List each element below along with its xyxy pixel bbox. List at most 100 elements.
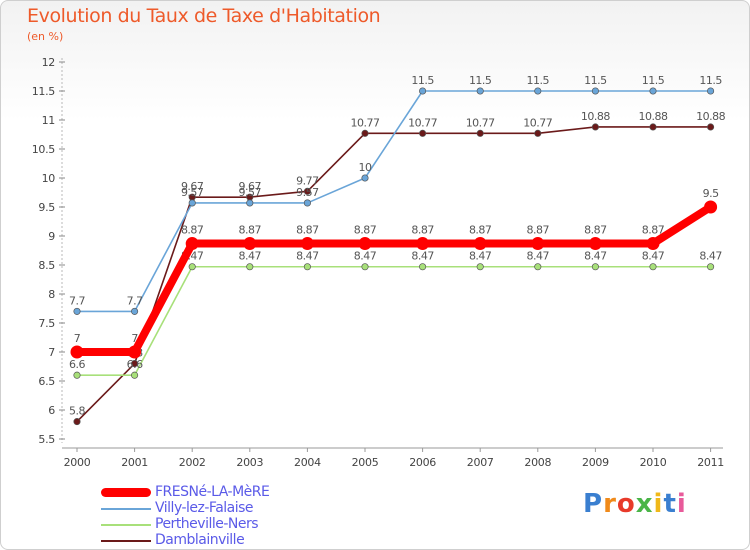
data-point — [131, 307, 139, 315]
data-point — [591, 263, 599, 271]
data-point — [476, 87, 484, 95]
chart-subtitle: (en %) — [27, 30, 64, 43]
data-point — [73, 418, 81, 426]
data-point — [707, 263, 715, 271]
data-label: 8.87 — [584, 224, 607, 237]
y-tick-label: 5.5 — [38, 433, 55, 446]
data-label: 11.5 — [642, 74, 665, 87]
data-label: 9.67 — [181, 180, 204, 193]
data-label: 8.87 — [181, 224, 204, 237]
data-label: 9.57 — [181, 186, 204, 199]
data-point — [588, 237, 602, 251]
data-point — [188, 263, 196, 271]
data-point — [303, 187, 311, 195]
data-point — [361, 263, 369, 271]
data-point — [70, 345, 84, 359]
data-point — [649, 87, 657, 95]
y-tick-label: 9.5 — [38, 201, 55, 214]
data-point — [416, 237, 430, 251]
data-label: 7 — [74, 332, 81, 345]
data-label: 8.47 — [584, 250, 607, 263]
data-point — [358, 237, 372, 251]
data-point — [131, 371, 139, 379]
data-point — [246, 199, 254, 207]
data-label: 5.8 — [69, 405, 85, 418]
data-point — [419, 129, 427, 137]
y-tick-label: 6.5 — [38, 375, 55, 388]
data-label: 10.77 — [523, 116, 552, 129]
proxiti-logo: Proxiti — [583, 489, 687, 519]
data-point — [591, 123, 599, 131]
data-point — [243, 237, 257, 251]
data-point — [131, 360, 139, 368]
data-label: 8.47 — [469, 250, 492, 263]
series-line-1 — [76, 265, 712, 377]
data-point — [73, 371, 81, 379]
data-point — [73, 307, 81, 315]
data-point — [303, 199, 311, 207]
data-point — [649, 263, 657, 271]
legend-label-villy: Villy-lez-Falaise — [155, 500, 254, 516]
data-label: 9.67 — [239, 180, 262, 193]
data-point — [476, 263, 484, 271]
data-point — [534, 263, 542, 271]
data-label: 8.87 — [296, 224, 319, 237]
data-label: 8.87 — [354, 224, 377, 237]
legend-label-damblainville: Damblainville — [155, 532, 245, 548]
data-point — [361, 129, 369, 137]
legend-swatch-villy — [101, 508, 151, 510]
y-tick-label: 7.5 — [38, 317, 55, 330]
data-point — [591, 87, 599, 95]
data-label: 8.47 — [642, 250, 665, 263]
data-label: 8.87 — [411, 224, 434, 237]
data-label: 9.77 — [296, 174, 319, 187]
x-tick-label: 2005 — [352, 456, 379, 469]
legend-swatch-damblainville — [101, 540, 151, 542]
data-point — [473, 237, 487, 251]
data-point — [707, 123, 715, 131]
data-point — [419, 87, 427, 95]
data-point — [303, 263, 311, 271]
data-label: 10.88 — [581, 110, 610, 123]
data-label: 8.47 — [699, 250, 722, 263]
data-label: 8.47 — [239, 250, 262, 263]
legend-label-pertheville: Pertheville-Ners — [155, 516, 259, 532]
data-label: 10.88 — [639, 110, 668, 123]
data-label: 11.5 — [469, 74, 492, 87]
x-tick-label: 2003 — [236, 456, 263, 469]
data-label: 8.47 — [411, 250, 434, 263]
y-tick-label: 7 — [48, 346, 55, 359]
data-label: 9.57 — [296, 186, 319, 199]
series-line-2 — [76, 90, 712, 313]
y-tick-label: 6 — [48, 404, 55, 417]
x-tick-label: 2002 — [179, 456, 206, 469]
data-point — [361, 174, 369, 182]
data-label: 10.77 — [408, 116, 437, 129]
data-label: 10.77 — [351, 116, 380, 129]
x-tick-label: 2004 — [294, 456, 321, 469]
y-tick-label: 10 — [42, 172, 56, 185]
data-label: 9.57 — [239, 186, 262, 199]
x-tick-label: 2006 — [409, 456, 436, 469]
x-tick-label: 2007 — [467, 456, 494, 469]
data-point — [188, 199, 196, 207]
data-point — [646, 237, 660, 251]
data-label: 11.5 — [699, 74, 722, 87]
y-tick-label: 8.5 — [38, 259, 55, 272]
data-label: 11.5 — [527, 74, 550, 87]
data-label: 8.87 — [527, 224, 550, 237]
x-tick-label: 2009 — [582, 456, 609, 469]
legend-label-fresne: FRESNé-LA-MèRE — [155, 484, 270, 500]
y-tick-label: 11 — [42, 114, 55, 127]
data-label: 9.5 — [703, 187, 719, 200]
data-label: 8.87 — [469, 224, 492, 237]
data-point — [300, 237, 314, 251]
data-point — [531, 237, 545, 251]
data-label: 11.5 — [584, 74, 607, 87]
x-tick-label: 2011 — [697, 456, 724, 469]
data-point — [649, 123, 657, 131]
x-tick-label: 2000 — [64, 456, 91, 469]
chart-title: Evolution du Taux de Taxe d'Habitation — [27, 5, 381, 27]
